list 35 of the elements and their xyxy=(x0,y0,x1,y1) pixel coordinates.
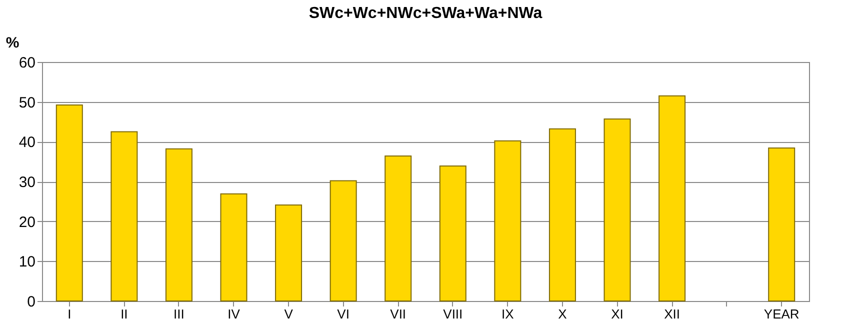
x-tick-label: I xyxy=(68,306,72,322)
bar xyxy=(548,128,576,302)
bar xyxy=(768,148,796,302)
bar xyxy=(220,193,248,302)
x-tick-label: IX xyxy=(502,306,514,322)
x-tick-label: XI xyxy=(611,306,624,322)
bar xyxy=(56,104,83,302)
y-axis-title: % xyxy=(6,34,20,52)
y-tick-label: 40 xyxy=(18,134,36,152)
chart-title: SWc+Wc+NWc+SWa+Wa+NWa xyxy=(308,5,542,22)
x-tick-label: V xyxy=(284,306,294,322)
x-tick-label: XII xyxy=(664,306,680,322)
bar xyxy=(658,95,686,302)
x-tick-label: VII xyxy=(390,306,406,322)
x-tick-label: IV xyxy=(228,306,240,322)
x-tick-label: VI xyxy=(337,306,350,322)
bar xyxy=(110,131,138,302)
y-tick-label: 10 xyxy=(18,254,36,271)
x-tick-label: X xyxy=(558,306,568,322)
bar xyxy=(604,118,631,302)
y-tick-label: 0 xyxy=(27,294,36,310)
bar xyxy=(439,165,466,302)
bar xyxy=(275,204,302,302)
y-tick-label: 60 xyxy=(18,54,36,72)
x-tick-label: YEAR xyxy=(764,306,800,322)
bar xyxy=(384,156,412,302)
bar xyxy=(165,148,192,302)
x-tick-label: III xyxy=(174,306,184,322)
y-tick-label: 50 xyxy=(18,94,36,112)
x-tick-label: VIII xyxy=(443,306,463,322)
y-tick-label: 20 xyxy=(18,214,36,231)
bar xyxy=(494,140,522,302)
y-tick-label: 30 xyxy=(18,174,36,191)
x-tick-label: II xyxy=(120,306,128,322)
bar xyxy=(330,180,357,302)
